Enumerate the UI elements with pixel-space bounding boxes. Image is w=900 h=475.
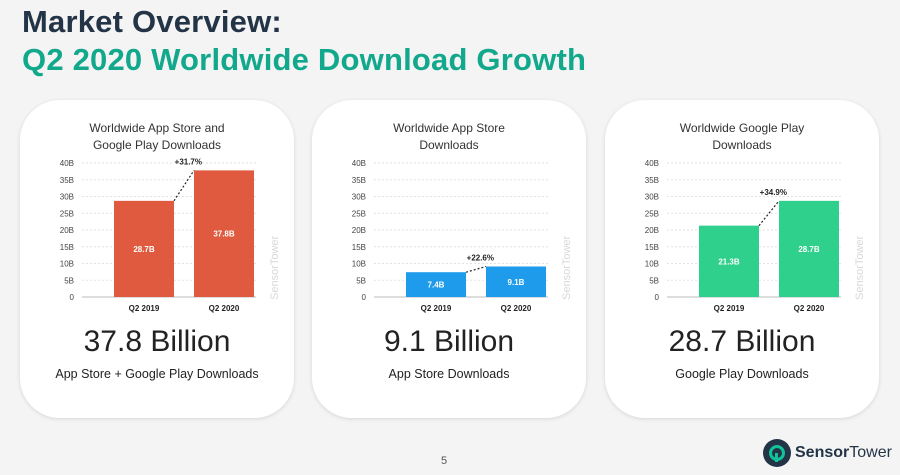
- bar-chart: 0 5B 10B 15B 20B 25B 30B 35B 40B 21.3B Q2 2019 28.7…: [645, 159, 866, 313]
- big-value: 37.8 Billion: [83, 325, 231, 358]
- chart-card-app-store: Worldwide App Store Downloads 0 5B 10B 15B 2…: [312, 100, 586, 418]
- growth-label: +34.9%: [760, 188, 787, 197]
- y-tick-label: 0: [655, 293, 660, 302]
- bar: [194, 170, 254, 297]
- growth-connector: [758, 200, 780, 227]
- x-tick-label: Q2 2019: [129, 304, 160, 313]
- big-value: 28.7 Billion: [668, 325, 816, 358]
- y-tick-label: 5B: [356, 276, 366, 285]
- bar-chart: 0 5B 10B 15B 20B 25B 30B 35B 40B 28.7B Q2 2019 37.8…: [60, 157, 281, 313]
- y-tick-label: 35B: [60, 176, 74, 185]
- y-tick-label: 40B: [352, 159, 366, 168]
- sensor-tower-logo-icon: [763, 439, 791, 467]
- y-tick-label: 15B: [352, 243, 366, 252]
- big-value: 9.1 Billion: [383, 325, 515, 358]
- chart-title: Worldwide App Store and Google Play Down…: [89, 121, 225, 152]
- y-tick-label: 0: [70, 293, 75, 302]
- y-tick-label: 15B: [60, 243, 74, 252]
- y-tick-label: 35B: [645, 176, 659, 185]
- chart-card-google-play: Worldwide Google Play Downloads 0 5B 10B 15…: [605, 100, 879, 418]
- bar-chart: 0 5B 10B 15B 20B 25B 30B 35B 40B 7.4B Q2 2019 9.1B Q…: [352, 159, 573, 313]
- bar: [699, 225, 759, 297]
- logo-text-sensor: Sensor: [795, 444, 850, 461]
- y-tick-label: 25B: [60, 209, 74, 218]
- x-tick-label: Q2 2020: [501, 304, 532, 313]
- y-tick-label: 15B: [645, 243, 659, 252]
- data-label: 7.4B: [428, 281, 445, 290]
- watermark: SensorTower: [561, 235, 573, 300]
- chart-card-combined: Worldwide App Store and Google Play Down…: [20, 100, 294, 418]
- y-tick-label: 5B: [649, 276, 659, 285]
- page-number: 5: [441, 455, 448, 467]
- growth-label: +22.6%: [467, 254, 494, 263]
- x-tick-label: Q2 2020: [794, 304, 825, 313]
- sensor-tower-logo: SensorTower: [763, 438, 892, 468]
- logo-text-tower: Tower: [849, 444, 892, 461]
- y-tick-label: 10B: [60, 260, 74, 269]
- y-tick-label: 20B: [60, 226, 74, 235]
- bar: [114, 200, 174, 297]
- bar: [406, 272, 466, 297]
- growth-connector: [465, 265, 487, 273]
- data-label: 9.1B: [508, 278, 525, 287]
- x-tick-label: Q2 2020: [209, 304, 240, 313]
- y-tick-label: 30B: [60, 193, 74, 202]
- growth-label: +31.7%: [175, 157, 202, 166]
- chart-title: Worldwide Google Play Downloads: [679, 121, 805, 152]
- caption: App Store Downloads: [388, 367, 510, 381]
- y-tick-label: 40B: [645, 159, 659, 168]
- y-tick-label: 30B: [352, 193, 366, 202]
- watermark: SensorTower: [854, 235, 866, 300]
- y-tick-label: 10B: [352, 260, 366, 269]
- watermark: SensorTower: [269, 235, 281, 300]
- y-tick-label: 10B: [645, 260, 659, 269]
- page-title-line1: Market Overview:: [22, 4, 282, 39]
- y-tick-label: 25B: [352, 209, 366, 218]
- caption: Google Play Downloads: [675, 367, 809, 381]
- data-label: 37.8B: [213, 230, 235, 239]
- y-tick-label: 0: [362, 293, 367, 302]
- y-tick-label: 30B: [645, 193, 659, 202]
- y-tick-label: 20B: [645, 226, 659, 235]
- chart-title: Worldwide App Store Downloads: [393, 121, 505, 152]
- y-tick-label: 5B: [64, 276, 74, 285]
- x-tick-label: Q2 2019: [714, 304, 745, 313]
- data-label: 28.7B: [798, 245, 820, 254]
- data-label: 21.3B: [718, 257, 740, 266]
- caption: App Store + Google Play Downloads: [55, 367, 259, 381]
- y-tick-label: 25B: [645, 209, 659, 218]
- page-title-line2: Q2 2020 Worldwide Download Growth: [22, 42, 587, 77]
- y-tick-label: 40B: [60, 159, 74, 168]
- data-label: 28.7B: [133, 245, 155, 254]
- y-tick-label: 35B: [352, 176, 366, 185]
- bar: [486, 266, 546, 297]
- y-tick-label: 20B: [352, 226, 366, 235]
- bar: [779, 200, 839, 297]
- x-tick-label: Q2 2019: [421, 304, 452, 313]
